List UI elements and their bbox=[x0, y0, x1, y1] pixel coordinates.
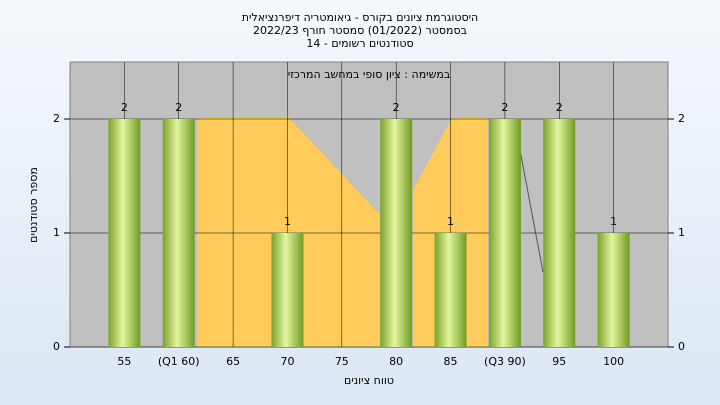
bar bbox=[543, 119, 576, 347]
bar bbox=[271, 233, 304, 347]
data-label: 2 bbox=[175, 101, 182, 114]
x-tick-label: 85 bbox=[444, 355, 458, 368]
y2-tick-label: 1 bbox=[678, 226, 685, 239]
annotation: במשימה : ציון סופי במחשב המרכזי bbox=[288, 68, 451, 81]
x-tick-label: (Q1 60) bbox=[158, 355, 200, 368]
y-tick-label: 1 bbox=[53, 226, 60, 239]
y-axis-label: מספר סטודנטים bbox=[27, 167, 40, 243]
data-label: 1 bbox=[284, 215, 291, 228]
bar bbox=[434, 233, 467, 347]
data-label: 2 bbox=[121, 101, 128, 114]
data-label: 2 bbox=[393, 101, 400, 114]
x-tick-label: (Q3 90) bbox=[484, 355, 526, 368]
y2-tick-label: 0 bbox=[678, 340, 685, 353]
y2-tick-label: 2 bbox=[678, 112, 685, 125]
x-tick-label: 65 bbox=[226, 355, 240, 368]
x-tick-label: 70 bbox=[280, 355, 294, 368]
x-tick-label: 100 bbox=[603, 355, 624, 368]
data-label: 1 bbox=[610, 215, 617, 228]
bar bbox=[488, 119, 521, 347]
bar bbox=[108, 119, 141, 347]
y-tick-label: 2 bbox=[53, 112, 60, 125]
x-tick-label: 80 bbox=[389, 355, 403, 368]
median-line bbox=[519, 149, 544, 273]
x-tick-label: 95 bbox=[552, 355, 566, 368]
bar bbox=[597, 233, 630, 347]
chart-title: היסטוגרמת ציונים בקורס - גיאומטריה דיפרנ… bbox=[242, 11, 479, 24]
chart-subtitle: סטודנטים רשומים - 14 bbox=[306, 37, 413, 50]
quartile-area bbox=[197, 118, 380, 347]
chart-subtitle: בסמסטר (01/2022) סמסטר חורף 2022/23 bbox=[253, 24, 467, 37]
x-tick-label: 55 bbox=[117, 355, 131, 368]
data-label: 1 bbox=[447, 215, 454, 228]
y-tick-label: 0 bbox=[53, 340, 60, 353]
bar bbox=[380, 119, 413, 347]
bar bbox=[162, 119, 195, 347]
data-label: 2 bbox=[501, 101, 508, 114]
data-label: 2 bbox=[556, 101, 563, 114]
x-tick-label: 75 bbox=[335, 355, 349, 368]
x-axis-label: טווח ציונים bbox=[344, 374, 394, 387]
